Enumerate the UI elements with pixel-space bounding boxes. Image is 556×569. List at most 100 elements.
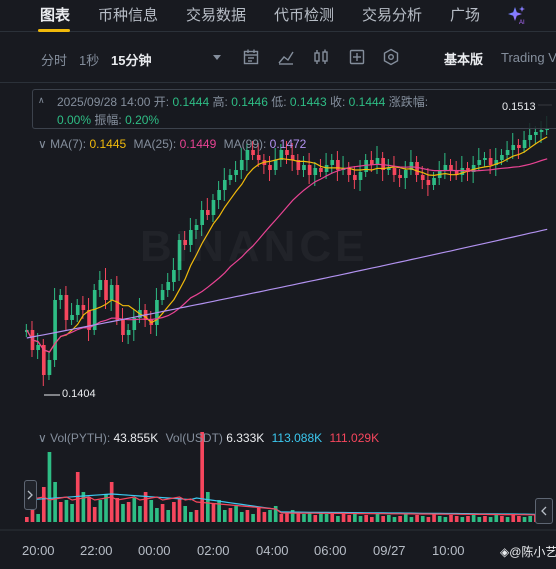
timeframe-line[interactable]: 分时: [41, 53, 68, 68]
candle-body: [70, 315, 74, 320]
volume-bar: [290, 510, 295, 522]
right-panel-toggle[interactable]: [535, 498, 553, 524]
candle-body: [211, 200, 216, 215]
volume-bar: [313, 515, 318, 522]
indicator-settings-icon[interactable]: [348, 48, 366, 66]
candle-body: [364, 160, 369, 172]
x-axis-label: 22:00: [80, 543, 113, 558]
svg-text:AI: AI: [519, 20, 525, 26]
volume-bar: [522, 517, 527, 522]
volume-bar: [466, 516, 470, 522]
candle-style-icon[interactable]: [312, 48, 330, 66]
volume-bar: [415, 515, 419, 522]
amplitude-value: 0.20%: [125, 113, 160, 127]
change-value: 0.00%: [57, 113, 92, 127]
candle-body: [432, 178, 436, 185]
candle-body: [87, 310, 91, 330]
volume-bar: [104, 494, 108, 522]
volume-ma1-value: 113.088K: [271, 431, 323, 445]
candle-body: [36, 345, 40, 350]
close-value: 0.1444: [348, 95, 386, 109]
volume-bar: [211, 504, 216, 522]
basic-version-toggle[interactable]: 基本版: [444, 52, 484, 67]
candle-body: [200, 210, 204, 225]
ma99-label: MA(99):: [223, 137, 267, 151]
volume-bar: [245, 510, 250, 522]
volume-bar: [381, 516, 385, 522]
volume-caret-icon[interactable]: ∨: [38, 431, 47, 445]
volume-bar: [109, 482, 114, 522]
volume-bar: [375, 514, 380, 522]
candle-body: [109, 285, 114, 300]
volume-bar: [239, 512, 244, 522]
drawing-tool-icon[interactable]: [277, 48, 295, 66]
high-label: 高:: [212, 95, 228, 109]
candle-body: [285, 150, 289, 155]
volume-bar: [386, 515, 391, 522]
candle-body: [217, 190, 221, 200]
volume-ma2-value: 111.029K: [329, 431, 380, 445]
candle-body: [370, 160, 374, 165]
ma-caret-icon[interactable]: ∨: [38, 137, 47, 151]
volume-ma1-line: [26, 493, 548, 515]
volume-bar: [149, 500, 154, 522]
tab-coin-info[interactable]: 币种信息: [98, 7, 159, 24]
volume-bar: [70, 504, 74, 522]
volume-bar: [511, 515, 516, 522]
volume-bar: [341, 514, 346, 522]
tab-chart[interactable]: 图表: [40, 7, 71, 24]
candle-body: [409, 162, 414, 170]
volume-bar: [336, 516, 340, 522]
timeframe-15m[interactable]: 15分钟: [111, 53, 152, 68]
candle-body: [483, 158, 487, 160]
candle-body: [358, 172, 363, 180]
timeframe-1s[interactable]: 1秒: [79, 53, 100, 68]
tab-square[interactable]: 广场: [450, 7, 481, 24]
volume-bar: [121, 504, 125, 522]
dropdown-caret-icon[interactable]: [208, 48, 226, 66]
volume-bar: [392, 517, 397, 522]
candle-body: [189, 230, 193, 245]
volume-bar: [370, 517, 374, 522]
volume-bar: [437, 516, 442, 522]
candle-body: [313, 168, 318, 175]
candle-body: [222, 180, 227, 190]
volume-usdt-value: 6.333K: [226, 431, 265, 445]
candle-body: [375, 158, 380, 165]
candle-body: [330, 160, 335, 165]
hexagon-settings-icon[interactable]: [382, 48, 400, 66]
candle-body: [534, 132, 538, 135]
candlestick-chart[interactable]: [0, 84, 556, 569]
candle-body: [234, 170, 238, 175]
volume-bar: [98, 500, 103, 522]
volume-bar: [273, 506, 278, 522]
volume-bar: [160, 504, 165, 522]
volume-bar: [353, 513, 357, 522]
volume-bar: [251, 514, 255, 522]
volume-bar: [155, 508, 159, 522]
tab-token-check[interactable]: 代币检测: [274, 7, 335, 24]
candle-body: [381, 158, 385, 170]
ai-sparkle-icon[interactable]: AI: [506, 4, 528, 26]
left-panel-toggle[interactable]: [24, 480, 37, 510]
candle-body: [443, 165, 448, 170]
tradingview-toggle[interactable]: Trading V: [501, 50, 556, 65]
candle-body: [290, 155, 295, 160]
active-tab-indicator: [38, 29, 70, 32]
volume-bar: [517, 516, 521, 522]
volume-bar: [454, 516, 459, 522]
candle-body: [58, 295, 63, 300]
tab-trade-analysis[interactable]: 交易分析: [362, 7, 423, 24]
collapse-caret-icon[interactable]: ∧: [38, 95, 45, 105]
volume-bar: [432, 514, 436, 522]
candle-body: [500, 155, 504, 160]
tab-trading-data[interactable]: 交易数据: [186, 7, 247, 24]
volume-bar: [449, 515, 453, 522]
volume-bar: [126, 502, 131, 522]
calendar-indicator-icon[interactable]: [242, 48, 260, 66]
candle-body: [172, 270, 176, 282]
volume-bar: [307, 512, 312, 522]
volume-bar: [205, 492, 210, 522]
volume-bar: [53, 482, 57, 522]
volume-bar: [47, 452, 52, 522]
